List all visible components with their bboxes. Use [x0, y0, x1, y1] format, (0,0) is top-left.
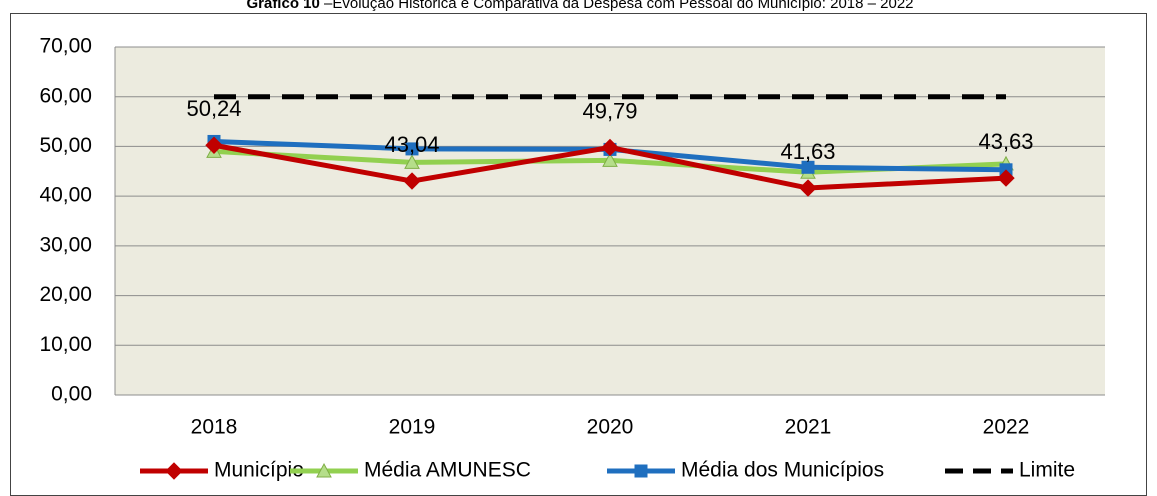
data-label: 43,04: [384, 132, 439, 157]
marker: [316, 462, 332, 478]
data-label: 41,63: [780, 139, 835, 164]
marker: [997, 169, 1015, 187]
y-tick-label: 70,00: [39, 35, 92, 58]
y-tick-label: 30,00: [39, 233, 92, 256]
marker: [801, 160, 815, 174]
y-tick-label: 60,00: [39, 84, 92, 107]
legend-label: Município: [214, 459, 304, 482]
marker: [634, 464, 648, 478]
marker: [205, 136, 223, 154]
marker: [405, 142, 419, 156]
legend-label: Média AMUNESC: [364, 459, 531, 482]
marker: [601, 138, 619, 157]
y-tick-label: 50,00: [39, 134, 92, 157]
x-tick-label: 2018: [191, 416, 238, 439]
data-label: 43,63: [978, 129, 1033, 154]
marker: [165, 462, 183, 480]
data-label: 50,24: [186, 96, 241, 121]
y-tick-label: 0,00: [51, 383, 92, 406]
legend-label: Média dos Municípios: [681, 459, 884, 482]
x-tick-label: 2020: [587, 416, 634, 439]
data-label: 49,79: [582, 98, 637, 123]
x-tick-label: 2022: [983, 416, 1030, 439]
y-tick-label: 20,00: [39, 283, 92, 306]
legend-label: Limite: [1019, 459, 1075, 482]
x-tick-label: 2021: [785, 416, 832, 439]
plot-area: [115, 47, 1105, 395]
y-tick-label: 10,00: [39, 333, 92, 356]
title-text: –Evolução Histórica e Comparativa da Des…: [324, 0, 914, 12]
marker: [799, 179, 817, 197]
x-tick-label: 2019: [389, 416, 436, 439]
title-prefix: Gráfico 10: [246, 0, 319, 12]
marker: [404, 154, 420, 169]
marker: [602, 152, 618, 167]
marker: [403, 172, 421, 190]
y-tick-label: 40,00: [39, 184, 92, 207]
chart-title: Gráfico 10 –Evolução Histórica e Compara…: [246, 0, 913, 12]
